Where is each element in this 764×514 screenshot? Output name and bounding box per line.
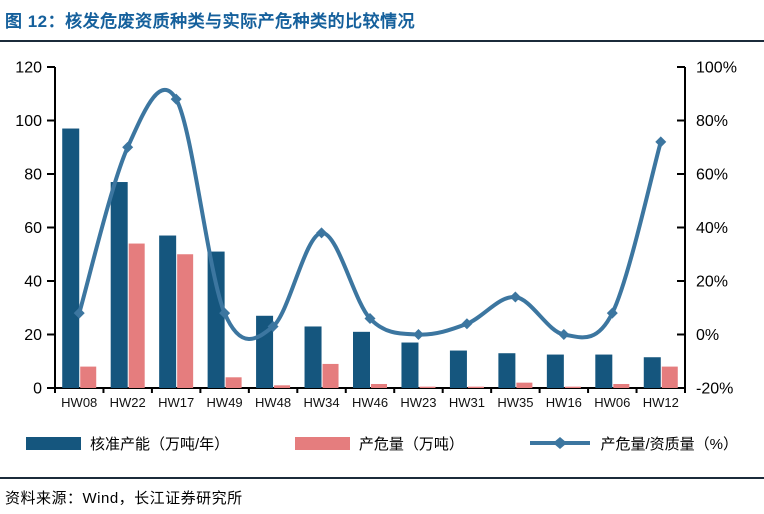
bar-HW23 (401, 342, 419, 388)
line-marker-HW08 (73, 307, 85, 319)
bar-HW06 (595, 354, 613, 388)
svg-text:HW48: HW48 (255, 395, 291, 410)
bar-HW12 (643, 357, 661, 388)
legend-label: 核准产能（万吨/年） (90, 435, 230, 453)
svg-text:HW31: HW31 (449, 395, 485, 410)
svg-text:60: 60 (24, 220, 42, 237)
bar-HW16 (564, 386, 581, 388)
svg-text:HW12: HW12 (643, 395, 679, 410)
svg-text:100: 100 (15, 113, 42, 130)
legend-swatch-line (530, 437, 591, 449)
svg-text:20%: 20% (696, 274, 728, 291)
line-marker-HW16 (558, 329, 570, 340)
bar-HW46 (371, 383, 387, 388)
bar-HW31 (449, 350, 467, 388)
footer-divider (0, 477, 764, 479)
svg-text:60%: 60% (696, 167, 728, 184)
bar-HW48 (274, 385, 291, 388)
svg-text:80%: 80% (696, 113, 728, 130)
bar-HW31 (467, 386, 484, 388)
svg-text:HW17: HW17 (158, 395, 194, 410)
line-marker-HW23 (412, 329, 424, 340)
svg-text:HW06: HW06 (594, 395, 630, 410)
bars-series-0 (62, 128, 661, 388)
svg-text:40%: 40% (696, 220, 728, 237)
line-marker-HW12 (655, 136, 667, 148)
bar-HW35 (516, 382, 533, 388)
bar-HW08 (80, 366, 97, 388)
x-axis-labels: HW08 HW22 HW17 HW49 HW48 HW34 HW46 HW23 HW31 HW35… (61, 395, 679, 410)
line-marker-HW22 (122, 141, 134, 153)
bar-HW17 (177, 254, 194, 388)
svg-text:HW22: HW22 (110, 395, 146, 410)
legend-swatch-bar-secondary (294, 436, 350, 450)
bar-HW22 (128, 243, 145, 388)
line-marker-HW17 (170, 93, 182, 105)
line-marker-HW46 (364, 312, 376, 324)
figure-title: 图 12：核发危废资质种类与实际产危种类的比较情况 (5, 12, 416, 31)
axis-labels: 0 20 40 60 80 100 120 -20% 0% 20% 40% 60% 80% 100% (15, 60, 737, 398)
legend-item-waste-output: 产危量（万吨） (294, 433, 464, 454)
source-note: 资料来源：Wind，长江证券研究所 (5, 490, 243, 507)
bar-HW08 (62, 128, 80, 388)
svg-text:HW23: HW23 (400, 395, 436, 410)
bar-HW12 (661, 366, 678, 388)
legend-item-ratio: 产危量/资质量（%） (529, 433, 738, 454)
svg-text:HW35: HW35 (497, 395, 533, 410)
line-marker-HW31 (461, 318, 473, 330)
legend-label: 产危量/资质量（%） (600, 435, 738, 453)
svg-text:-20%: -20% (696, 381, 733, 398)
bar-HW49 (207, 251, 225, 388)
line-marker-HW06 (606, 307, 618, 319)
bar-HW46 (353, 331, 370, 388)
legend-label: 产危量（万吨） (358, 435, 464, 453)
chart-legend: 核准产能（万吨/年） 产危量（万吨） 产危量/资质量（%） (0, 426, 764, 460)
legend-item-approved-capacity: 核准产能（万吨/年） (26, 433, 229, 454)
title-divider (0, 40, 764, 42)
line-marker-HW35 (509, 291, 521, 303)
bar-HW35 (498, 353, 516, 388)
bar-HW22 (110, 182, 128, 388)
svg-text:100%: 100% (696, 60, 737, 77)
svg-text:HW16: HW16 (546, 395, 582, 410)
svg-text:HW34: HW34 (303, 395, 339, 410)
bar-HW34 (322, 363, 339, 388)
svg-text:0%: 0% (696, 327, 719, 344)
svg-text:HW46: HW46 (352, 395, 388, 410)
svg-text:120: 120 (15, 60, 42, 77)
line-marker-HW48 (267, 320, 279, 332)
bar-HW34 (304, 326, 322, 388)
svg-text:HW49: HW49 (207, 395, 243, 410)
bar-HW06 (613, 383, 630, 388)
svg-text:80: 80 (24, 167, 42, 184)
svg-text:40: 40 (24, 274, 42, 291)
svg-text:20: 20 (24, 327, 42, 344)
line-series (73, 88, 667, 342)
svg-text:HW08: HW08 (61, 395, 97, 410)
combo-chart: 0 20 40 60 80 100 120 -20% 0% 20% 40% 60% 80% 100% HW0… (15, 60, 737, 411)
line-marker-HW49 (219, 307, 231, 319)
bar-HW16 (546, 354, 564, 388)
bar-HW17 (159, 235, 177, 388)
line-marker-HW34 (316, 227, 328, 239)
legend-swatch-bar-primary (26, 436, 81, 450)
bar-HW49 (225, 377, 242, 388)
bars-series-1 (80, 243, 678, 388)
svg-text:0: 0 (33, 381, 42, 398)
bar-HW23 (419, 386, 436, 388)
